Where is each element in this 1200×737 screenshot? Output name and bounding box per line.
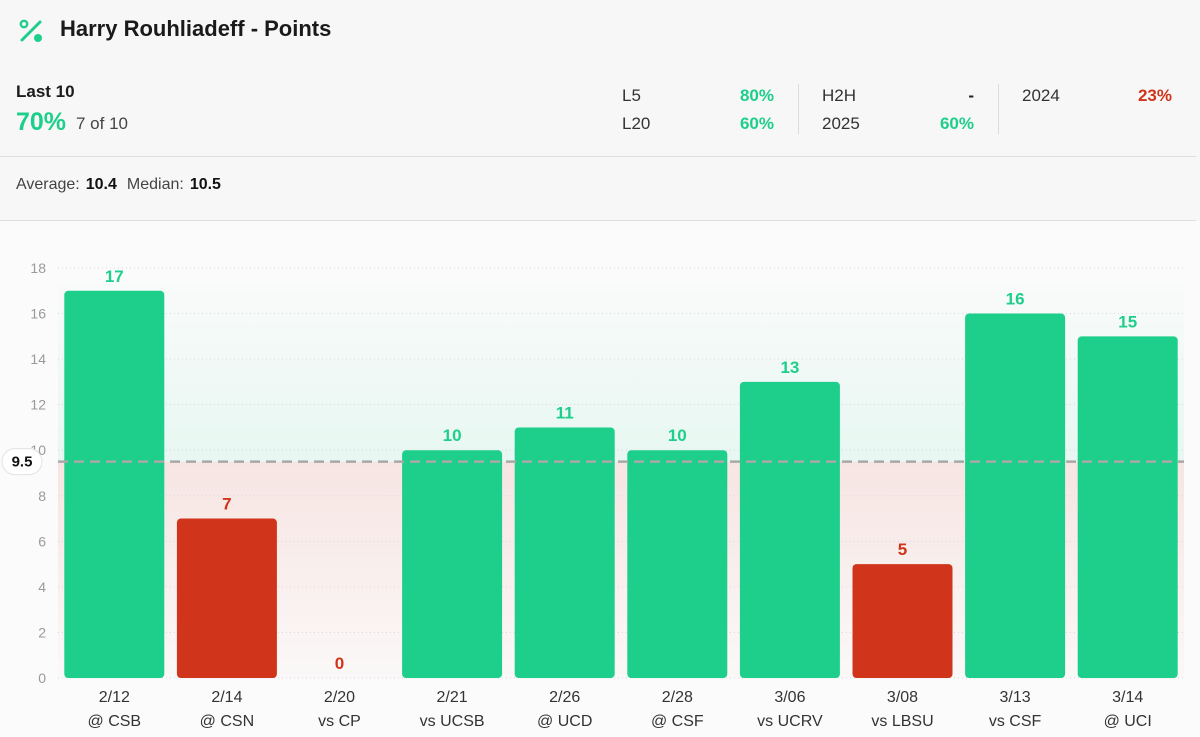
- x-tick-opponent: @ UCI: [1104, 713, 1152, 730]
- y-tick-label: 6: [38, 533, 46, 549]
- average-label: Average:: [16, 176, 80, 193]
- y-tick-label: 0: [38, 670, 46, 686]
- last10-fraction: 7 of 10: [76, 114, 128, 133]
- x-tick-opponent: vs LBSU: [871, 713, 933, 730]
- y2025-label: 2025: [822, 114, 860, 133]
- stats-panel: Last 10 70% 7 of 10 L5 80% L20 60% H2H -…: [0, 62, 1200, 156]
- l5-value: 80%: [739, 86, 774, 105]
- percent-icon: [19, 19, 42, 42]
- threshold-badge: [1, 448, 43, 476]
- bar: [402, 450, 503, 678]
- y-tick-label: 16: [30, 306, 46, 322]
- x-tick-opponent: @ UCD: [537, 713, 592, 730]
- bar: [1077, 336, 1178, 678]
- y-tick-label: 4: [38, 579, 46, 595]
- bar-value-label: 16: [1006, 290, 1025, 309]
- x-tick-opponent: vs UCRV: [757, 713, 823, 730]
- bar-chart: 0 2 4 6 8 10 12 14 16 18 17 2/12 @ CSB 7 2/14 @ CSN 0 2/2…: [1, 260, 1184, 730]
- x-tick-date: 2/14: [211, 689, 242, 706]
- bar: [965, 313, 1066, 678]
- x-tick-date: 2/12: [99, 689, 130, 706]
- y2024-label: 2024: [1022, 86, 1060, 105]
- x-tick-date: 2/21: [437, 689, 468, 706]
- h2h-value: -: [968, 86, 974, 105]
- divider: [0, 220, 1196, 221]
- y2024-value: 23%: [1137, 86, 1172, 105]
- bar-value-label: 17: [105, 267, 124, 286]
- y-tick-label: 8: [38, 488, 46, 504]
- bar: [627, 450, 728, 678]
- bar-value-label: 10: [668, 426, 687, 445]
- bar: [739, 381, 840, 678]
- x-tick-opponent: vs CSF: [989, 713, 1042, 730]
- divider: [998, 84, 999, 134]
- x-tick-date: 2/28: [662, 689, 693, 706]
- x-tick-opponent: vs CP: [318, 713, 361, 730]
- last10-pct: 70%: [16, 108, 67, 136]
- divider: [0, 156, 1196, 157]
- x-tick-date: 3/14: [1112, 689, 1143, 706]
- y2025-value: 60%: [939, 114, 974, 133]
- bar-value-label: 13: [780, 358, 799, 377]
- median-value: 10.5: [189, 176, 221, 193]
- x-tick-date: 2/20: [324, 689, 355, 706]
- bar: [514, 427, 615, 678]
- h2h-label: H2H: [822, 86, 857, 105]
- bar-value-label: 10: [443, 426, 462, 445]
- x-tick-date: 3/06: [774, 689, 805, 706]
- average-value: 10.4: [85, 176, 117, 193]
- x-tick-opponent: @ CSN: [200, 713, 254, 730]
- y-tick-label: 14: [30, 351, 46, 367]
- bar-value-label: 7: [222, 495, 231, 514]
- x-tick-opponent: @ CSF: [651, 713, 704, 730]
- x-tick-date: 3/08: [887, 689, 918, 706]
- y-tick-label: 12: [30, 397, 46, 413]
- summary-row: Average: 10.4 Median: 10.5: [16, 176, 231, 194]
- median-label: Median:: [126, 176, 184, 193]
- x-tick-date: 3/13: [1000, 689, 1031, 706]
- page-title: Harry Rouhliadeff - Points: [60, 16, 332, 41]
- bar-value-label: 15: [1118, 312, 1137, 331]
- bar: [64, 290, 165, 678]
- threshold-label: 9.5: [12, 454, 33, 471]
- bar-value-label: 0: [335, 654, 344, 673]
- y-tick-label: 18: [30, 260, 46, 276]
- l5-label: L5: [622, 86, 641, 105]
- bar-value-label: 5: [898, 540, 907, 559]
- x-tick-date: 2/26: [549, 689, 580, 706]
- divider: [798, 84, 799, 134]
- x-tick-opponent: @ CSB: [88, 713, 142, 730]
- header: Harry Rouhliadeff - Points: [0, 0, 1200, 62]
- chart-area: 0 2 4 6 8 10 12 14 16 18 17 2/12 @ CSB 7 2/14 @ CSN 0 2/2…: [0, 221, 1200, 737]
- x-tick-opponent: vs UCSB: [420, 713, 485, 730]
- l20-value: 60%: [739, 114, 774, 133]
- l20-label: L20: [622, 114, 651, 133]
- bar: [852, 564, 953, 678]
- last10-label: Last 10: [16, 82, 75, 101]
- bar: [176, 518, 277, 678]
- y-tick-label: 2: [38, 624, 46, 640]
- bar-value-label: 11: [556, 403, 574, 422]
